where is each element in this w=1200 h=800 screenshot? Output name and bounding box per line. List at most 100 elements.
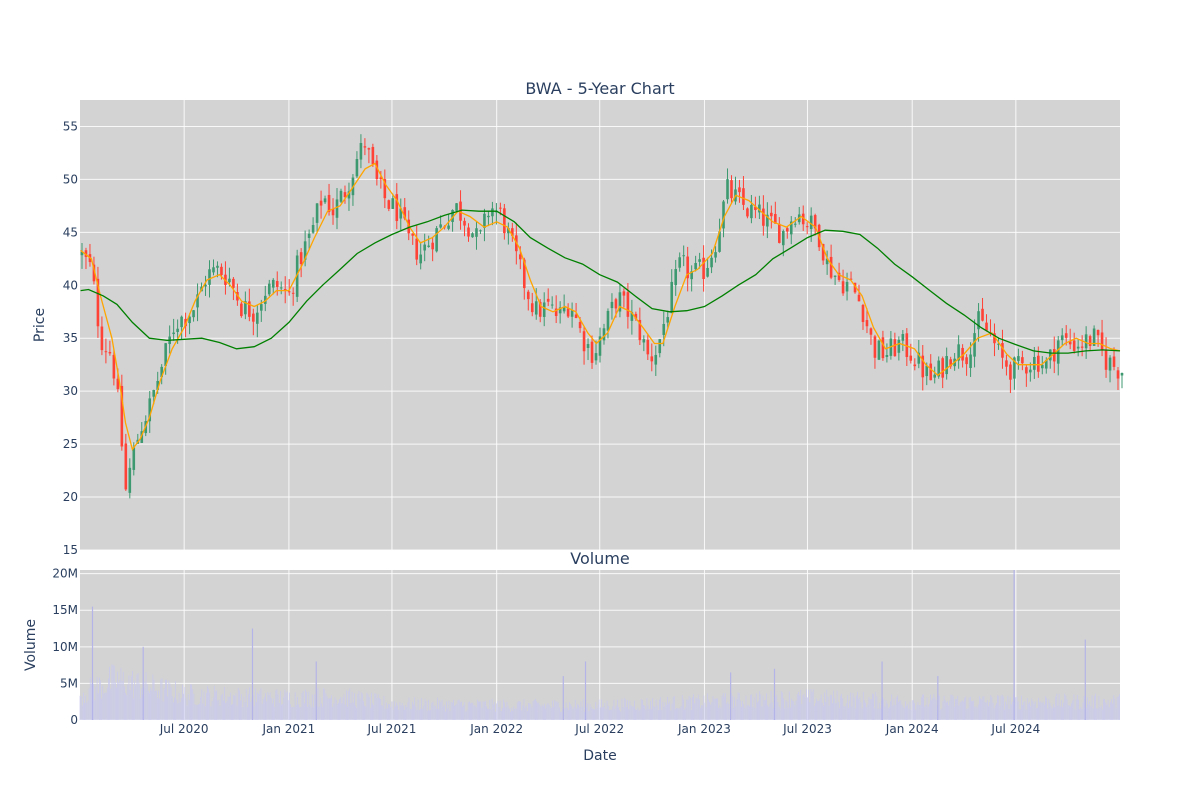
candle-body: [674, 269, 678, 286]
volume-bar: [946, 702, 947, 720]
volume-bar: [350, 703, 352, 720]
volume-bar: [161, 678, 163, 720]
volume-bar: [448, 700, 450, 720]
volume-bar: [963, 701, 964, 720]
candle-body: [339, 190, 343, 202]
volume-bar: [991, 696, 993, 720]
candle-body: [941, 358, 944, 378]
volume-bar: [1024, 700, 1026, 720]
volume-bar: [331, 695, 332, 720]
volume-bar: [875, 691, 877, 720]
volume-bar: [548, 704, 550, 720]
candle-body: [785, 228, 789, 232]
volume-bar: [646, 698, 648, 720]
volume-bar: [907, 704, 909, 720]
volume-bar: [1089, 701, 1091, 720]
volume-bar: [916, 705, 918, 720]
volume-bar: [808, 689, 809, 720]
volume-bar: [462, 706, 463, 720]
volume-bar: [824, 692, 825, 720]
volume-bar: [614, 708, 616, 720]
volume-bar: [175, 681, 176, 720]
volume-bar: [536, 701, 537, 720]
volume-bar: [459, 701, 461, 720]
candle-body: [172, 332, 175, 335]
volume-bar: [364, 705, 365, 720]
candle-body: [873, 336, 877, 358]
volume-bar: [196, 704, 198, 720]
volume-bar: [396, 702, 397, 720]
candle-body: [893, 339, 897, 357]
candle-body: [690, 271, 693, 280]
volume-bar: [662, 701, 664, 720]
volume-y-tick-label: 20M: [52, 567, 78, 581]
volume-bar: [980, 698, 981, 720]
volume-bar: [430, 709, 432, 720]
volume-bar: [170, 687, 172, 720]
volume-bar: [176, 699, 178, 720]
volume-bar: [631, 706, 633, 720]
volume-bar: [852, 693, 854, 720]
candle-body: [479, 230, 482, 232]
volume-bar: [1086, 707, 1087, 720]
volume-bar: [868, 697, 870, 720]
volume-bar: [956, 699, 957, 720]
volume-bar: [692, 696, 693, 720]
volume-bar: [1009, 697, 1011, 720]
candle-body: [379, 177, 383, 180]
volume-bar: [335, 699, 337, 720]
volume-bar: [311, 694, 313, 720]
volume-bar: [642, 700, 643, 720]
volume-bar: [492, 704, 494, 720]
volume-bar: [675, 709, 676, 720]
volume-bar: [363, 701, 364, 720]
volume-bar: [787, 707, 789, 720]
volume-bar: [958, 705, 960, 720]
volume-bar: [136, 674, 138, 720]
volume-bar: [984, 702, 986, 720]
volume-bar: [743, 704, 745, 720]
volume-bar: [560, 711, 561, 720]
volume-bar: [89, 677, 91, 720]
volume-bar: [457, 700, 459, 720]
volume-bar: [299, 707, 301, 720]
volume-bar: [553, 707, 554, 720]
volume-bar: [248, 694, 249, 720]
candle-body: [1056, 340, 1060, 364]
volume-bar: [711, 702, 713, 720]
volume-bar: [755, 693, 757, 720]
candle-body: [108, 351, 112, 354]
volume-bar: [943, 695, 945, 720]
volume-bar: [587, 703, 589, 720]
volume-bar: [410, 709, 412, 720]
volume-y-tick-label: 0: [70, 713, 78, 727]
candle-body: [451, 210, 454, 222]
volume-bar: [804, 697, 806, 720]
volume-bar: [375, 693, 377, 720]
volume-bar: [1097, 708, 1099, 720]
volume-bar: [487, 708, 488, 720]
volume-bar: [793, 701, 795, 720]
candle-body: [383, 179, 387, 199]
volume-bar: [1070, 706, 1071, 720]
volume-bar: [245, 688, 247, 720]
candle-body: [598, 336, 602, 356]
volume-bar: [282, 704, 283, 720]
volume-bar: [1081, 708, 1083, 720]
volume-bar: [848, 707, 849, 720]
volume-bar: [242, 707, 244, 720]
volume-bar: [434, 705, 436, 720]
volume-bar: [846, 695, 848, 720]
volume-bar: [819, 698, 821, 720]
x-tick-label: Jul 2024: [990, 722, 1040, 736]
candle-body: [471, 233, 474, 238]
volume-bar: [972, 701, 973, 720]
volume-bar: [1071, 703, 1072, 720]
volume-bar: [157, 697, 158, 720]
volume-bar: [607, 705, 609, 720]
volume-bar: [712, 696, 714, 720]
volume-bar: [491, 698, 493, 720]
volume-bar: [931, 700, 932, 720]
volume-bar: [809, 702, 811, 720]
candle-body: [534, 301, 538, 315]
